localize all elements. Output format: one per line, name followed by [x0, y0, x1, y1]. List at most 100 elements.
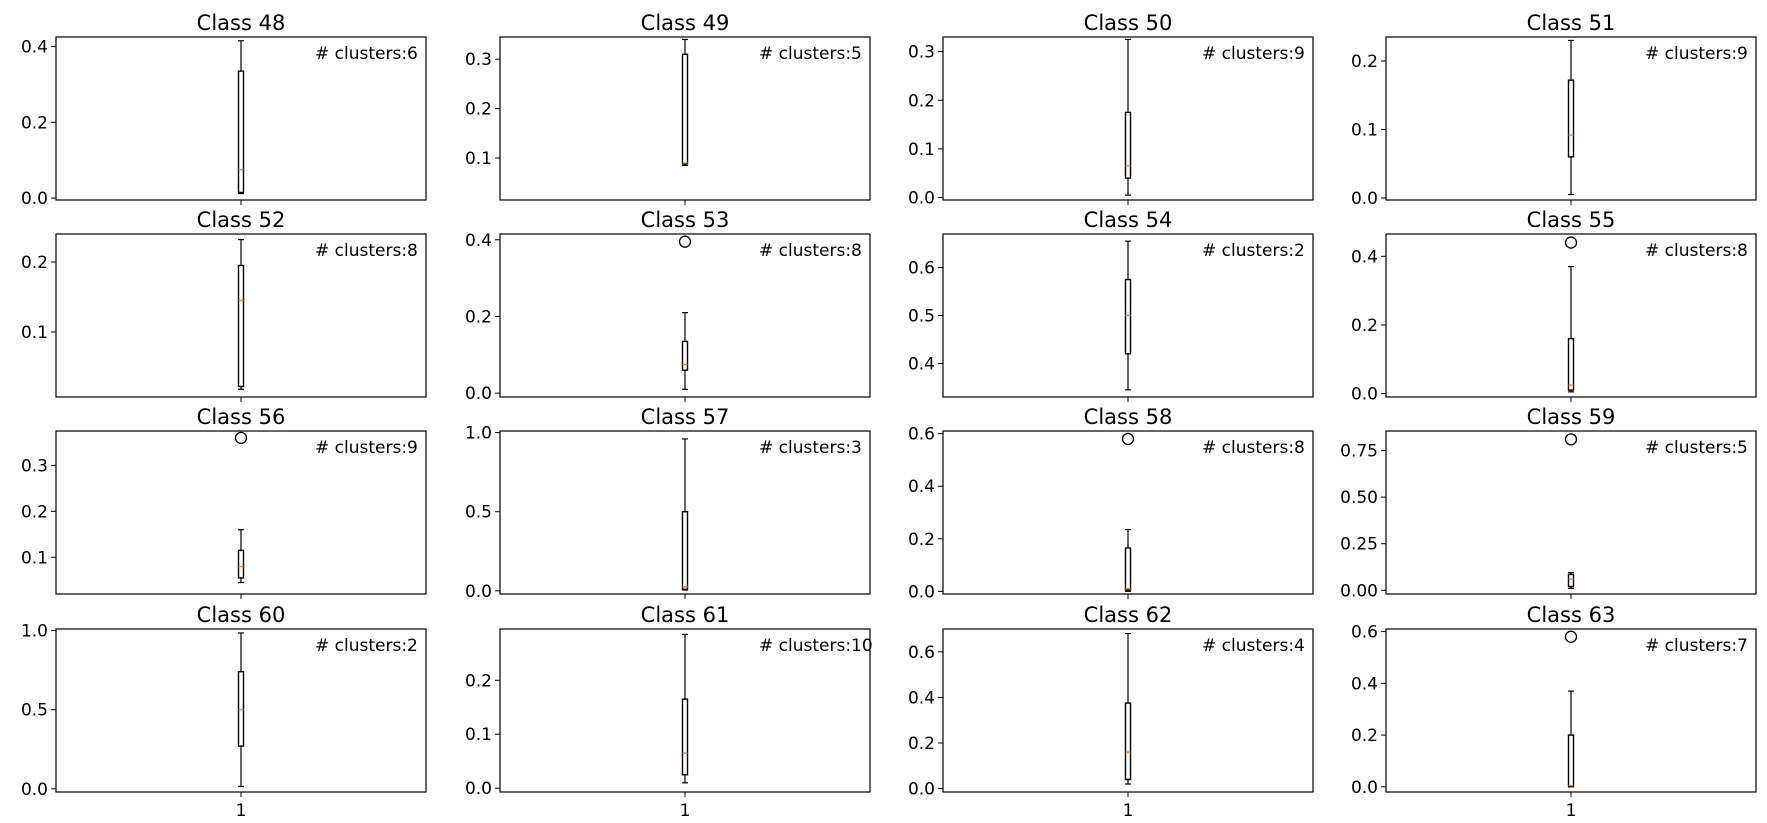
- subplot-56: Class 56 0.1 0.2 0.3 # clusters:9: [21, 405, 427, 599]
- iqr-box: [237, 549, 245, 579]
- y-tick-label: 0.2: [908, 91, 935, 111]
- subplot-title: Class 57: [641, 405, 730, 429]
- y-tick-label: 1.0: [465, 424, 492, 444]
- y-tick-label: 0.2: [908, 734, 935, 754]
- subplot-61: Class 61 0.0 0.1 0.2 1 # clusters:10: [465, 603, 873, 821]
- y-tick-label: 0.6: [1351, 623, 1378, 643]
- cluster-count-annotation: # clusters:3: [759, 438, 862, 458]
- subplot-title: Class 51: [1527, 11, 1616, 35]
- x-tick-label: 1: [1566, 801, 1577, 821]
- subplot-63: Class 63 0.0 0.2 0.4 0.6 1 # clusters:7: [1351, 603, 1757, 821]
- y-tick-label: 0.4: [1351, 247, 1378, 267]
- outlier-point: [1564, 236, 1578, 249]
- y-tick-label: 0.3: [908, 43, 935, 63]
- subplot-62: Class 62 0.0 0.2 0.4 0.6 1 # clusters:4: [908, 603, 1314, 821]
- iqr-box: [681, 53, 689, 165]
- subplot-53: Class 53 0.0 0.2 0.4 # clusters:8: [465, 208, 871, 404]
- y-tick-label: 0.2: [21, 113, 48, 133]
- subplot-55: Class 55 0.0 0.2 0.4 # clusters:8: [1351, 208, 1757, 405]
- y-tick-label: 0.75: [1340, 442, 1378, 462]
- cluster-count-annotation: # clusters:6: [315, 44, 418, 64]
- subplot-title: Class 53: [641, 208, 730, 232]
- y-tick-label: 0.5: [908, 307, 935, 327]
- y-tick-label: 0.1: [465, 149, 492, 169]
- outlier-point: [1564, 630, 1578, 643]
- y-tick-label: 0.0: [1351, 189, 1378, 209]
- iqr-box: [681, 511, 689, 590]
- y-tick-label: 0.1: [1351, 120, 1378, 140]
- subplot-title: Class 52: [197, 208, 286, 232]
- iqr-box: [1567, 573, 1575, 588]
- y-tick-label: 0.50: [1340, 488, 1378, 508]
- subplot-title: Class 50: [1084, 11, 1173, 35]
- subplot-title: Class 61: [641, 603, 730, 627]
- subplot-title: Class 55: [1527, 208, 1616, 232]
- subplot-title: Class 63: [1527, 603, 1616, 627]
- cluster-count-annotation: # clusters:9: [1645, 44, 1748, 64]
- y-tick-label: 0.2: [465, 100, 492, 120]
- outlier-point: [1121, 432, 1135, 446]
- y-tick-label: 0.1: [21, 323, 48, 343]
- subplot-50: Class 50 0.0 0.1 0.2 0.3 # clusters:9: [908, 11, 1314, 209]
- y-tick-label: 0.6: [908, 425, 935, 445]
- outlier-point: [678, 235, 692, 248]
- cluster-count-annotation: # clusters:9: [1202, 44, 1305, 64]
- y-tick-label: 0.25: [1340, 535, 1378, 555]
- subplot-title: Class 49: [641, 11, 730, 35]
- y-tick-label: 0.0: [1351, 385, 1378, 405]
- y-tick-label: 0.3: [465, 50, 492, 70]
- y-tick-label: 0.3: [21, 456, 48, 476]
- outlier-point: [1564, 433, 1578, 446]
- y-tick-label: 0.5: [465, 503, 492, 523]
- subplot-60: Class 60 0.0 0.5 1.0 1 # clusters:2: [21, 603, 427, 821]
- iqr-box: [237, 671, 245, 747]
- y-tick-label: 0.0: [908, 189, 935, 209]
- y-tick-label: 0.4: [465, 231, 492, 251]
- cluster-count-annotation: # clusters:8: [315, 241, 418, 261]
- y-tick-label: 1.0: [21, 622, 48, 642]
- cluster-count-annotation: # clusters:4: [1202, 636, 1305, 656]
- cluster-count-annotation: # clusters:5: [759, 44, 862, 64]
- y-tick-label: 0.4: [21, 37, 48, 57]
- y-tick-label: 0.6: [908, 259, 935, 279]
- y-tick-label: 0.2: [465, 671, 492, 691]
- subplot-48: Class 48 0.0 0.2 0.4 # clusters:6: [21, 11, 427, 209]
- cluster-count-annotation: # clusters:2: [315, 636, 418, 656]
- iqr-box: [1567, 734, 1575, 787]
- y-tick-label: 0.0: [21, 780, 48, 800]
- subplot-title: Class 56: [197, 405, 286, 429]
- y-tick-label: 0.2: [908, 530, 935, 550]
- iqr-box: [1567, 337, 1575, 391]
- cluster-count-annotation: # clusters:8: [759, 241, 862, 261]
- y-tick-label: 0.0: [908, 582, 935, 602]
- y-tick-label: 0.4: [1351, 674, 1378, 694]
- subplot-title: Class 48: [197, 11, 286, 35]
- y-tick-label: 0.0: [1351, 778, 1378, 798]
- iqr-box: [681, 698, 689, 776]
- y-tick-label: 0.4: [908, 688, 935, 708]
- cluster-count-annotation: # clusters:9: [315, 438, 418, 458]
- iqr-box: [1124, 547, 1132, 591]
- subplot-51: Class 51 0.0 0.1 0.2 # clusters:9: [1351, 11, 1757, 209]
- y-tick-label: 0.4: [908, 354, 935, 374]
- iqr-box: [1124, 111, 1132, 179]
- y-tick-label: 0.0: [465, 582, 492, 602]
- y-tick-label: 0.0: [465, 384, 492, 404]
- iqr-box: [237, 264, 245, 388]
- x-tick-label: 1: [236, 801, 247, 821]
- y-tick-label: 0.1: [465, 725, 492, 745]
- subplot-52: Class 52 0.1 0.2 # clusters:8: [21, 208, 427, 402]
- cluster-count-annotation: # clusters:7: [1645, 636, 1748, 656]
- cluster-count-annotation: # clusters:8: [1202, 438, 1305, 458]
- y-tick-label: 0.2: [21, 253, 48, 273]
- subplot-title: Class 59: [1527, 405, 1616, 429]
- subplot-49: Class 49 0.1 0.2 0.3 # clusters:5: [465, 11, 871, 205]
- iqr-box: [1124, 278, 1132, 355]
- y-tick-label: 0.2: [465, 307, 492, 327]
- subplot-57: Class 57 0.0 0.5 1.0 # clusters:3: [465, 405, 871, 602]
- y-tick-label: 0.6: [908, 643, 935, 663]
- subplot-59: Class 59 0.00 0.25 0.50 0.75 # clusters:5: [1340, 405, 1757, 601]
- iqr-box: [237, 70, 245, 194]
- subplot-title: Class 54: [1084, 208, 1173, 232]
